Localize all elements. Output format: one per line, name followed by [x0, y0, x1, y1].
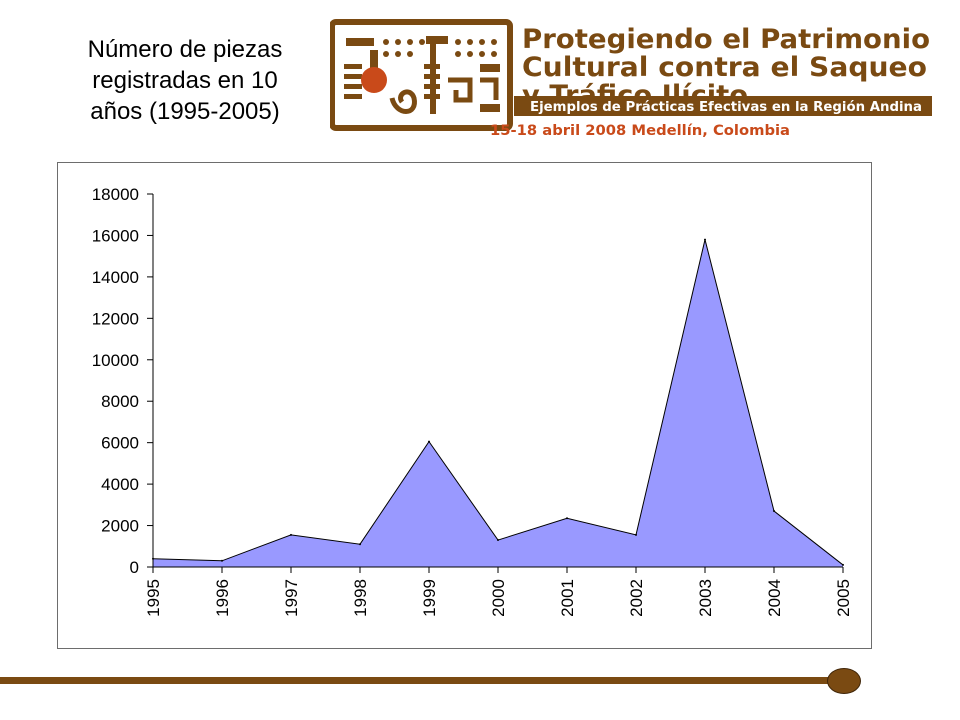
logo-title-line2: Cultural contra el Saqueo: [522, 52, 927, 83]
logo-emblem-spiral: [389, 89, 417, 114]
data-point-2001: [566, 517, 568, 520]
logo-emblem-orange-circle: [361, 67, 387, 93]
x-tick-label: 1995: [144, 579, 163, 617]
x-tick-label: 2005: [834, 579, 853, 617]
data-point-2002: [635, 533, 637, 536]
footer-dot: [827, 668, 861, 694]
data-point-2004: [773, 510, 775, 513]
logo-emblem-hook: [448, 77, 473, 103]
y-tick-label: 14000: [92, 268, 139, 287]
data-point-1997: [290, 533, 292, 536]
slide-title: Número de piezas registradas en 10 años …: [87, 36, 283, 125]
x-tick-label: 2002: [627, 579, 646, 617]
logo-emblem-step: [480, 77, 499, 100]
y-tick-label: 4000: [101, 475, 139, 494]
y-tick-label: 18000: [92, 185, 139, 204]
chart-area: 0 2000 4000 6000 8000 10000 12000 14000 16000 180…: [57, 162, 872, 649]
logo-emblem-frame: [330, 19, 513, 131]
y-tick-label: 16000: [92, 226, 139, 245]
series-area: [153, 239, 843, 567]
y-tick-label: 8000: [101, 392, 139, 411]
data-point-2003: [704, 238, 706, 241]
logo-title-line1: Protegiendo el Patrimonio: [522, 24, 930, 55]
data-point-1999: [428, 440, 430, 443]
y-tick-label: 6000: [101, 434, 139, 453]
x-tick-label: 2001: [558, 579, 577, 617]
x-tick-label: 2004: [765, 579, 784, 617]
y-tick-label: 12000: [92, 309, 139, 328]
data-point-1998: [359, 543, 361, 546]
data-point-2005: [842, 563, 844, 566]
conference-logo: Protegiendo el Patrimonio Cultural contr…: [330, 19, 932, 139]
x-tick-label: 2003: [696, 579, 715, 617]
x-tick-label: 1998: [351, 579, 370, 617]
y-tick-label: 2000: [101, 517, 139, 536]
logo-banner: [514, 96, 932, 116]
x-tick-label: 1996: [213, 579, 232, 617]
area-chart: 0 2000 4000 6000 8000 10000 12000 14000 16000 180…: [92, 185, 853, 617]
x-tick-label: 2000: [489, 579, 508, 617]
y-tick-label: 0: [130, 558, 139, 577]
footer-rule: [0, 677, 836, 684]
logo-date: 15-18 abril 2008 Medellín, Colombia: [490, 123, 790, 139]
data-point-2000: [497, 539, 499, 542]
x-tick-label: 1999: [420, 579, 439, 617]
x-tick-label: 1997: [282, 579, 301, 617]
logo-banner-text: Ejemplos de Prácticas Efectivas en la Re…: [530, 100, 922, 115]
data-point-1996: [221, 559, 223, 562]
y-tick-label: 10000: [92, 351, 139, 370]
